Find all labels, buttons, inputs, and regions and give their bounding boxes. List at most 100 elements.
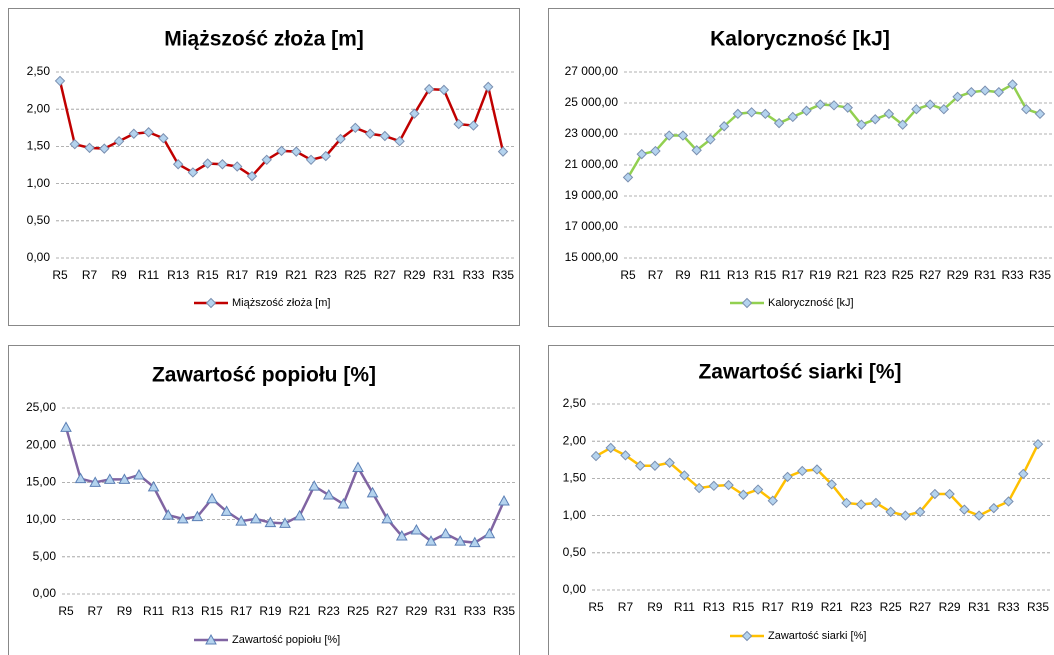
- data-point: [897, 119, 908, 130]
- data-point: [767, 495, 779, 506]
- y-tick-label: 15,00: [26, 475, 56, 489]
- data-point: [1032, 438, 1044, 450]
- data-point: [841, 497, 852, 509]
- data-point: [187, 167, 199, 178]
- y-tick-label: 2,00: [27, 101, 51, 115]
- x-tick-label: R33: [464, 604, 486, 618]
- data-point: [337, 497, 350, 509]
- x-tick-label: R17: [230, 604, 252, 618]
- y-tick-label: 0,00: [33, 586, 57, 600]
- data-point: [409, 108, 420, 119]
- data-point: [60, 421, 72, 432]
- data-point: [158, 133, 169, 144]
- panel: [8, 345, 520, 655]
- data-point: [454, 535, 467, 546]
- data-point: [723, 479, 734, 491]
- x-tick-label: R23: [864, 268, 886, 282]
- y-tick-label: 1,50: [563, 471, 587, 485]
- data-point: [84, 142, 95, 154]
- data-point: [883, 108, 895, 120]
- data-point: [439, 527, 452, 539]
- data-point: [620, 450, 631, 461]
- x-tick-label: R19: [259, 604, 281, 618]
- x-tick-label: R21: [285, 268, 307, 282]
- data-point: [959, 504, 970, 515]
- data-point: [293, 509, 306, 521]
- data-point: [468, 120, 479, 131]
- x-tick-label: R15: [201, 604, 223, 618]
- x-tick-label: R29: [403, 268, 425, 282]
- y-tick-label: 5,00: [33, 549, 57, 563]
- chart-title: Miąższość złoża [m]: [164, 28, 364, 51]
- x-tick-label: R21: [837, 268, 859, 282]
- data-point: [264, 516, 277, 528]
- data-point: [677, 130, 689, 141]
- data-point: [797, 465, 808, 477]
- y-tick-label: 27 000,00: [565, 64, 619, 78]
- x-tick-label: R21: [821, 600, 843, 614]
- x-tick-label: R11: [143, 604, 164, 618]
- data-point: [966, 86, 977, 98]
- data-point: [1034, 108, 1046, 120]
- x-tick-label: R13: [703, 600, 725, 614]
- x-tick-label: R33: [462, 268, 484, 282]
- x-tick-label: R7: [88, 604, 104, 618]
- x-tick-label: R27: [374, 268, 396, 282]
- legend-label: Miąższość złoża [m]: [232, 297, 330, 309]
- data-point: [364, 128, 376, 139]
- x-tick-label: R9: [675, 268, 691, 282]
- x-tick-label: R15: [754, 268, 776, 282]
- y-tick-label: 2,50: [27, 64, 51, 78]
- x-tick-label: R35: [1027, 600, 1049, 614]
- y-tick-label: 2,00: [563, 433, 587, 447]
- x-tick-label: R33: [1002, 268, 1024, 282]
- data-point: [394, 135, 405, 147]
- x-tick-label: R5: [58, 604, 74, 618]
- x-tick-label: R11: [138, 268, 159, 282]
- y-tick-label: 10,00: [26, 512, 56, 526]
- y-tick-label: 2,50: [563, 396, 587, 410]
- x-tick-label: R17: [782, 268, 804, 282]
- data-point: [217, 159, 228, 170]
- legend-label: Zawartość popiołu [%]: [232, 634, 340, 646]
- data-point: [705, 134, 716, 145]
- x-tick-label: R7: [82, 268, 98, 282]
- x-tick-label: R19: [256, 268, 278, 282]
- data-point: [650, 145, 661, 157]
- data-point: [99, 143, 110, 154]
- data-point: [988, 502, 1000, 514]
- data-point: [438, 84, 450, 96]
- data-point: [162, 509, 175, 520]
- x-tick-label: R27: [376, 604, 398, 618]
- x-tick-label: R23: [318, 604, 340, 618]
- data-point: [103, 473, 116, 484]
- data-point: [143, 127, 154, 138]
- x-tick-label: R17: [762, 600, 784, 614]
- data-point: [828, 100, 840, 111]
- y-tick-label: 23 000,00: [565, 126, 619, 140]
- data-point: [291, 146, 302, 157]
- data-point: [826, 479, 837, 490]
- data-point: [605, 442, 616, 454]
- chart-title: Zawartość siarki [%]: [698, 361, 901, 384]
- data-point: [1018, 468, 1029, 480]
- panel: [548, 345, 1054, 655]
- x-tick-label: R35: [1029, 268, 1051, 282]
- x-tick-label: R15: [197, 268, 219, 282]
- x-tick-label: R25: [892, 268, 914, 282]
- data-point: [1021, 103, 1032, 115]
- x-tick-label: R31: [974, 268, 996, 282]
- data-point: [74, 472, 87, 484]
- data-point: [815, 99, 826, 110]
- data-point: [246, 170, 258, 182]
- x-tick-label: R19: [791, 600, 813, 614]
- data-point: [335, 133, 346, 145]
- y-tick-label: 20,00: [26, 437, 56, 451]
- data-point: [69, 138, 80, 150]
- data-point: [497, 146, 509, 157]
- y-tick-label: 19 000,00: [565, 188, 619, 202]
- data-point: [679, 470, 690, 481]
- data-point: [498, 494, 510, 506]
- data-point: [663, 130, 675, 141]
- x-tick-label: R25: [347, 604, 369, 618]
